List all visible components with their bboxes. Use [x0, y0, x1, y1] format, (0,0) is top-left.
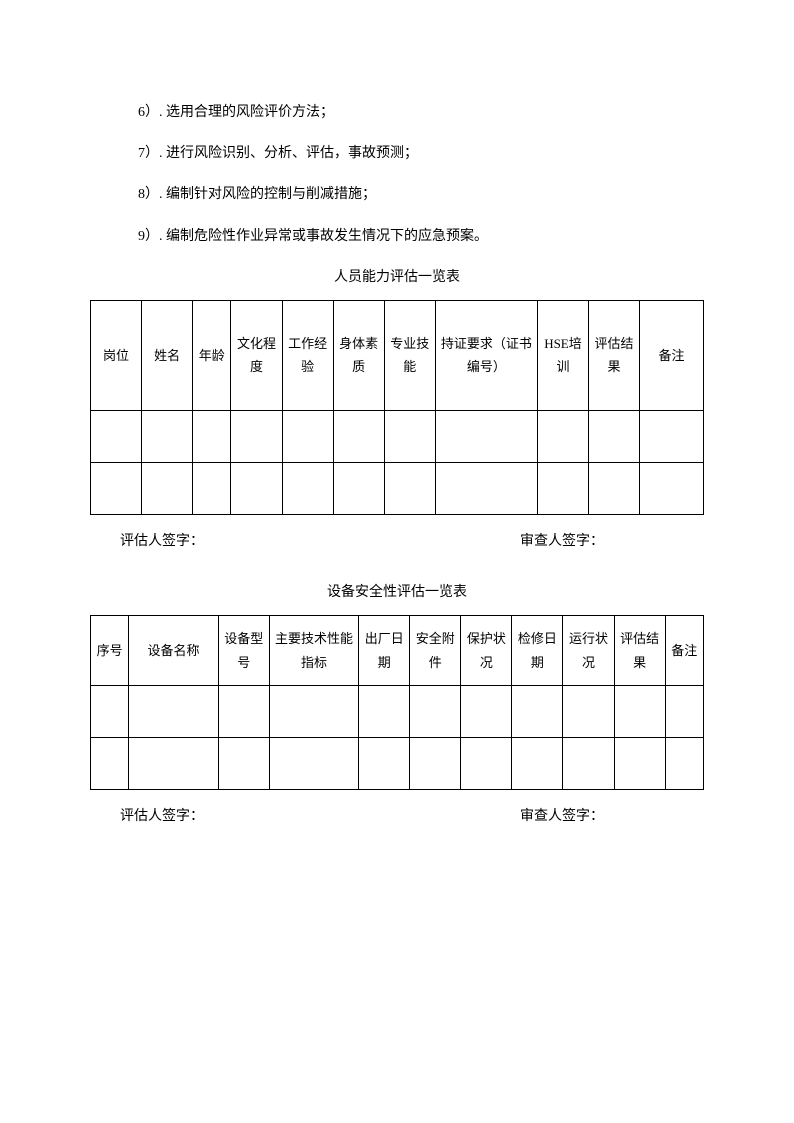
- signature-row-2: 评估人签字： 审查人签字：: [90, 804, 704, 829]
- col-header: 姓名: [142, 300, 193, 410]
- cell: [231, 410, 282, 462]
- evaluator-signature-label: 评估人签字：: [120, 804, 204, 829]
- cell: [91, 410, 142, 462]
- cell: [269, 686, 358, 738]
- col-header: 出厂日期: [359, 616, 410, 686]
- cell: [563, 686, 614, 738]
- col-header: 设备名称: [129, 616, 218, 686]
- cell: [410, 686, 461, 738]
- cell: [231, 462, 282, 514]
- cell: [512, 738, 563, 790]
- cell: [614, 686, 665, 738]
- cell: [359, 738, 410, 790]
- col-header: 文化程度: [231, 300, 282, 410]
- numbered-list: 6）. 选用合理的风险评价方法； 7）. 进行风险识别、分析、评估，事故预测； …: [90, 100, 704, 249]
- cell: [91, 738, 129, 790]
- cell: [589, 410, 640, 462]
- cell: [142, 462, 193, 514]
- cell: [384, 410, 435, 462]
- cell: [589, 462, 640, 514]
- table-row: [91, 410, 704, 462]
- cell: [435, 462, 537, 514]
- cell: [359, 686, 410, 738]
- col-header: 运行状况: [563, 616, 614, 686]
- col-header: 工作经验: [282, 300, 333, 410]
- cell: [269, 738, 358, 790]
- cell: [333, 462, 384, 514]
- cell: [282, 410, 333, 462]
- cell: [665, 738, 703, 790]
- col-header: 评估结果: [589, 300, 640, 410]
- cell: [640, 462, 704, 514]
- cell: [91, 686, 129, 738]
- col-header: 安全附件: [410, 616, 461, 686]
- cell: [218, 738, 269, 790]
- cell: [614, 738, 665, 790]
- cell: [129, 738, 218, 790]
- cell: [665, 686, 703, 738]
- col-header: 序号: [91, 616, 129, 686]
- cell: [563, 738, 614, 790]
- col-header: HSE培训: [537, 300, 588, 410]
- cell: [537, 410, 588, 462]
- reviewer-signature-label: 审查人签字：: [520, 804, 604, 829]
- col-header: 备注: [640, 300, 704, 410]
- table2-title: 设备安全性评估一览表: [90, 580, 704, 605]
- list-item: 9）. 编制危险性作业异常或事故发生情况下的应急预案。: [138, 224, 704, 249]
- cell: [640, 410, 704, 462]
- personnel-table: 岗位 姓名 年龄 文化程度 工作经验 身体素质 专业技能 持证要求（证书编号） …: [90, 300, 704, 515]
- cell: [282, 462, 333, 514]
- table-row: [91, 738, 704, 790]
- col-header: 专业技能: [384, 300, 435, 410]
- reviewer-signature-label: 审查人签字：: [520, 529, 604, 554]
- table1-title: 人员能力评估一览表: [90, 265, 704, 290]
- col-header: 备注: [665, 616, 703, 686]
- evaluator-signature-label: 评估人签字：: [120, 529, 204, 554]
- cell: [193, 462, 231, 514]
- col-header: 保护状况: [461, 616, 512, 686]
- list-item: 7）. 进行风险识别、分析、评估，事故预测；: [138, 141, 704, 166]
- table-header-row: 序号 设备名称 设备型号 主要技术性能指标 出厂日期 安全附件 保护状况 检修日…: [91, 616, 704, 686]
- cell: [461, 738, 512, 790]
- list-item: 6）. 选用合理的风险评价方法；: [138, 100, 704, 125]
- col-header: 主要技术性能指标: [269, 616, 358, 686]
- col-header: 检修日期: [512, 616, 563, 686]
- cell: [129, 686, 218, 738]
- col-header: 持证要求（证书编号）: [435, 300, 537, 410]
- cell: [142, 410, 193, 462]
- cell: [333, 410, 384, 462]
- col-header: 岗位: [91, 300, 142, 410]
- cell: [537, 462, 588, 514]
- cell: [218, 686, 269, 738]
- list-item: 8）. 编制针对风险的控制与削减措施；: [138, 182, 704, 207]
- col-header: 设备型号: [218, 616, 269, 686]
- col-header: 年龄: [193, 300, 231, 410]
- table-header-row: 岗位 姓名 年龄 文化程度 工作经验 身体素质 专业技能 持证要求（证书编号） …: [91, 300, 704, 410]
- equipment-table: 序号 设备名称 设备型号 主要技术性能指标 出厂日期 安全附件 保护状况 检修日…: [90, 615, 704, 790]
- col-header: 身体素质: [333, 300, 384, 410]
- cell: [410, 738, 461, 790]
- col-header: 评估结果: [614, 616, 665, 686]
- signature-row-1: 评估人签字： 审查人签字：: [90, 529, 704, 554]
- cell: [435, 410, 537, 462]
- cell: [512, 686, 563, 738]
- cell: [91, 462, 142, 514]
- table-row: [91, 462, 704, 514]
- cell: [461, 686, 512, 738]
- cell: [384, 462, 435, 514]
- cell: [193, 410, 231, 462]
- table-row: [91, 686, 704, 738]
